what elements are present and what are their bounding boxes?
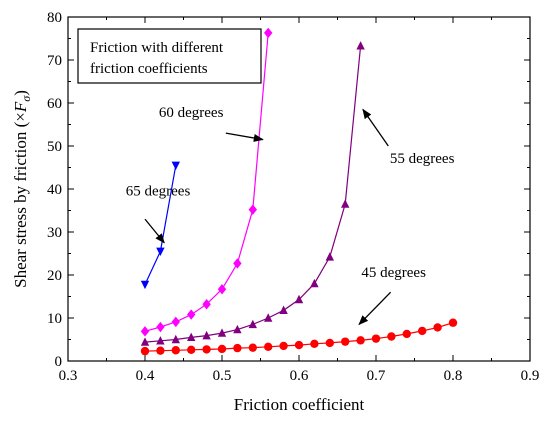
data-point: [187, 332, 196, 342]
data-point: [202, 299, 211, 310]
series-layer: [140, 27, 458, 356]
annotation-arrow: [225, 132, 264, 142]
y-tick-label: 50: [47, 139, 62, 155]
data-point: [310, 278, 319, 288]
annotation-arrow: [362, 108, 389, 147]
data-point: [233, 343, 242, 353]
y-tick-label: 30: [47, 225, 62, 241]
data-point: [217, 328, 227, 337]
x-tick-label: 0.4: [136, 368, 155, 384]
annotation-arrow: [144, 218, 165, 244]
x-tick-label: 0.6: [290, 368, 309, 384]
data-point: [156, 247, 165, 257]
data-point: [341, 199, 350, 208]
y-tick-label: 80: [47, 10, 62, 26]
annotations: 65 degrees 60 degrees 55 degrees 45 degrees: [126, 105, 455, 326]
data-point: [217, 283, 227, 295]
annotation-label: 45 degrees: [361, 265, 426, 281]
annotation-label: 55 degrees: [390, 151, 455, 167]
y-tick-label: 0: [55, 354, 63, 370]
data-point: [294, 340, 304, 350]
data-point: [279, 341, 288, 351]
data-point: [171, 346, 180, 355]
data-point: [310, 339, 319, 348]
y-tick-label: 70: [47, 53, 62, 69]
data-point: [156, 321, 165, 333]
data-point: [371, 334, 381, 343]
data-point: [171, 316, 180, 328]
data-point: [217, 344, 227, 354]
data-point: [264, 313, 273, 322]
data-point: [156, 346, 165, 355]
data-point: [140, 326, 150, 337]
series-4: [140, 318, 458, 356]
y-axis-title-var: F: [11, 101, 30, 113]
x-tick-label: 0.8: [444, 368, 463, 384]
y-axis-title-sub: σ: [19, 95, 33, 102]
data-point: [341, 337, 350, 346]
data-point: [448, 318, 458, 327]
data-point: [356, 41, 365, 50]
x-tick-label: 0.3: [59, 368, 78, 384]
annotation-arrow: [358, 291, 392, 326]
y-axis-title: Shear stress by friction (×Fσ): [11, 90, 33, 288]
data-point: [140, 346, 150, 356]
info-box-frame: [77, 28, 262, 84]
series-3: [140, 41, 365, 346]
data-point: [233, 258, 242, 269]
x-axis-title: Friction coefficient: [234, 395, 365, 414]
data-point: [233, 324, 242, 334]
data-point: [202, 345, 211, 354]
data-point: [248, 343, 257, 352]
data-point: [402, 329, 411, 339]
data-point: [171, 334, 180, 344]
y-tick-label: 20: [47, 268, 62, 284]
data-point: [248, 319, 257, 329]
annotation-label: 65 degrees: [126, 183, 191, 199]
data-point: [248, 204, 257, 215]
x-tick-label: 0.9: [521, 368, 540, 384]
data-point: [264, 27, 273, 39]
data-point: [202, 330, 211, 340]
data-point: [140, 337, 150, 346]
series-2: [140, 27, 273, 337]
x-tick-label: 0.5: [213, 368, 232, 384]
data-point: [140, 280, 150, 290]
data-point: [264, 342, 273, 352]
data-point: [387, 332, 396, 341]
data-point: [418, 326, 427, 336]
y-tick-label: 10: [47, 311, 62, 327]
y-tick-label: 60: [47, 96, 62, 112]
annotation-label: 60 degrees: [159, 105, 224, 121]
info-box: Friction with different friction coeffic…: [77, 28, 262, 84]
plot-area: 0.3 0.4 0.5 0.6 0.7 0.8 0.9 0 10 20 30 40 50 60 70 80 6…: [47, 10, 539, 384]
data-point: [325, 338, 334, 348]
data-point: [356, 336, 365, 345]
data-point: [325, 252, 334, 261]
data-point: [171, 161, 180, 171]
data-point: [294, 294, 304, 304]
data-point: [279, 305, 288, 314]
data-point: [187, 345, 196, 355]
ticks: 0.3 0.4 0.5 0.6 0.7 0.8 0.9 0 10 20 30 40 50 60 70 80: [47, 10, 539, 384]
y-axis-title-suffix: ): [11, 90, 30, 96]
x-tick-label: 0.7: [367, 368, 386, 384]
y-tick-label: 40: [47, 182, 62, 198]
series-1: [140, 161, 180, 290]
info-box-line-2: friction coefficients: [90, 61, 208, 77]
info-box-line-1: Friction with different: [90, 40, 224, 56]
data-point: [187, 309, 196, 320]
data-point: [433, 323, 442, 332]
y-axis-title-prefix: Shear stress by friction (×: [11, 112, 30, 288]
data-point: [156, 336, 165, 345]
